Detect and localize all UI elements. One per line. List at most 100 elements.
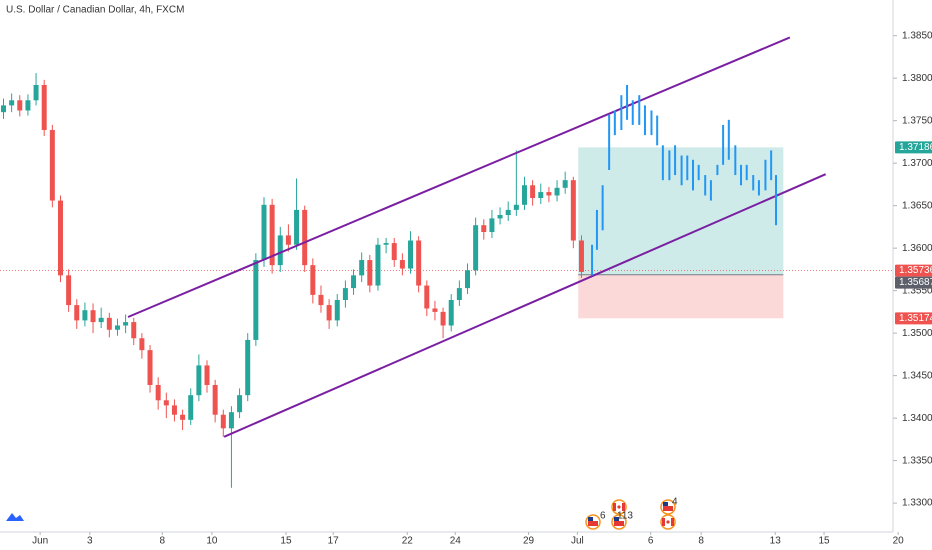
candle-body: [570, 180, 576, 241]
candle-body: [277, 235, 283, 266]
candle-body: [106, 317, 112, 330]
candle-body: [416, 240, 422, 286]
candle-body: [228, 412, 234, 429]
price-label: 1.35736: [899, 265, 932, 276]
y-tick-label: 1.34500: [902, 370, 932, 381]
candle-body: [497, 215, 503, 219]
flag-part: [588, 517, 593, 521]
candle-body: [578, 240, 584, 272]
candle-body: [90, 310, 96, 323]
x-tick-label: 20: [893, 536, 905, 547]
candle-body: [473, 225, 479, 271]
candle-body: [41, 84, 47, 131]
candle-body: [139, 338, 145, 351]
candle-body: [530, 185, 536, 199]
candle-body: [123, 322, 129, 326]
candle-body: [220, 414, 226, 429]
candle-body: [465, 270, 471, 289]
candle-body: [424, 285, 430, 309]
candle-body: [188, 395, 194, 420]
flag-part: [614, 521, 624, 526]
candle-body: [245, 339, 251, 396]
flag-part: [663, 502, 668, 506]
candle-body: [147, 350, 153, 385]
flag-part: [622, 503, 625, 511]
candle-body: [546, 192, 552, 196]
candle-body: [375, 244, 381, 286]
candle-body: [359, 260, 365, 276]
price-label-bg: [895, 276, 932, 289]
x-tick-label: 22: [402, 536, 414, 547]
candle-body: [57, 200, 63, 276]
candle-body: [269, 204, 275, 266]
candle-body: [408, 240, 414, 269]
x-tick-label: Jul: [571, 536, 584, 547]
stop-zone: [578, 274, 784, 319]
x-tick-label: 15: [280, 536, 292, 547]
candle-body: [49, 130, 55, 201]
candle-body: [334, 299, 340, 321]
candle-body: [285, 235, 291, 245]
x-tick-label: Jun: [32, 536, 48, 547]
y-tick-label: 1.35500: [902, 285, 932, 296]
candle-body: [302, 209, 308, 266]
candle-body: [66, 275, 72, 306]
event-count: 113: [617, 511, 633, 522]
candle-body: [212, 384, 218, 415]
candle-body: [294, 209, 300, 245]
candle-body: [456, 288, 462, 300]
candle-body: [114, 325, 120, 330]
flag-part: [614, 517, 619, 521]
y-tick-label: 1.33500: [902, 455, 932, 466]
candle-body: [82, 310, 88, 321]
candle-body: [237, 395, 243, 413]
x-tick-label: 6: [648, 536, 654, 547]
y-tick-label: 1.35000: [902, 328, 932, 339]
flag-part: [617, 505, 621, 509]
candle-body: [481, 225, 487, 233]
y-tick-label: 1.37000: [902, 158, 932, 169]
price-label: 1.35174: [899, 313, 932, 324]
y-tick-label: 1.38500: [902, 30, 932, 41]
x-tick-label: 17: [328, 536, 340, 547]
y-tick-label: 1.36500: [902, 200, 932, 211]
flag-part: [662, 518, 665, 526]
candle-body: [204, 365, 210, 385]
x-tick-label: 29: [523, 536, 535, 547]
candle-body: [448, 299, 454, 326]
channel-line: [223, 173, 827, 438]
y-tick-label: 1.36000: [902, 243, 932, 254]
logo: [6, 513, 24, 521]
candle-body: [383, 243, 389, 245]
candle-body: [399, 260, 405, 269]
price-label-bg: [895, 141, 932, 154]
candle-body: [9, 100, 15, 106]
candle-body: [521, 185, 527, 205]
candle-body: [180, 414, 186, 420]
event-count: 4: [672, 497, 678, 508]
flag-part: [671, 518, 674, 526]
candle-body: [155, 384, 161, 401]
flag-part: [613, 503, 616, 511]
price-label-bg: [895, 312, 932, 325]
candle-body: [131, 322, 137, 339]
channel-line: [127, 36, 791, 318]
price-label: 1.35687: [899, 277, 932, 288]
price-label-bg: [895, 264, 932, 277]
candle-body: [351, 275, 357, 289]
candle-body: [432, 308, 438, 312]
x-tick-label: 10: [206, 536, 218, 547]
x-tick-label: 8: [159, 536, 165, 547]
candle-body: [253, 260, 259, 340]
candle-body: [326, 305, 332, 321]
candle-body: [554, 187, 560, 196]
y-tick-label: 1.38000: [902, 73, 932, 84]
x-tick-label: 15: [818, 536, 830, 547]
candle-body: [261, 204, 267, 261]
candle-body: [367, 260, 373, 286]
candle-body: [391, 243, 397, 261]
candle-body: [17, 100, 23, 111]
flag-part: [666, 520, 670, 524]
price-label: 1.37186: [899, 142, 932, 153]
x-tick-label: 13: [770, 536, 782, 547]
